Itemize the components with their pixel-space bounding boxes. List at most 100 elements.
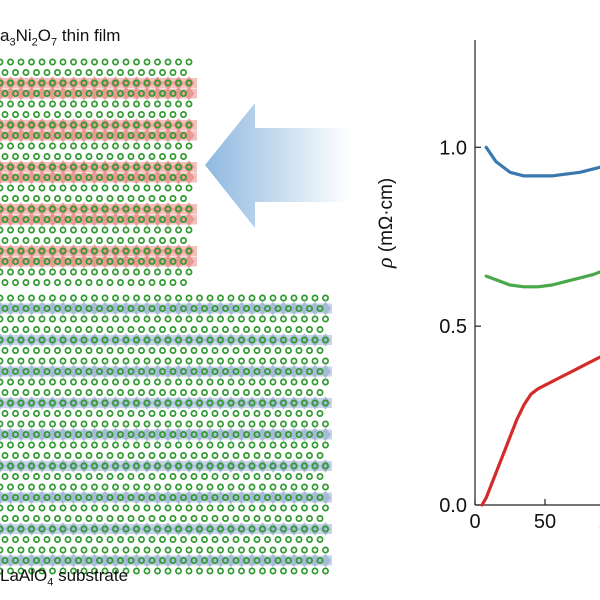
atom <box>80 462 88 470</box>
atom <box>117 69 124 76</box>
atom <box>316 410 324 417</box>
atom <box>38 462 46 470</box>
octahedron <box>204 396 216 410</box>
atom <box>106 69 114 76</box>
atom <box>169 69 177 76</box>
atom <box>54 389 61 396</box>
atom <box>117 153 124 160</box>
atom <box>196 546 203 554</box>
atom <box>159 69 166 76</box>
atom <box>59 142 67 150</box>
octahedron <box>46 522 59 536</box>
atom <box>190 368 198 375</box>
atom <box>70 462 77 470</box>
atom <box>38 357 46 365</box>
atom <box>75 557 82 564</box>
atom <box>175 79 182 87</box>
atom <box>112 525 119 533</box>
atom <box>75 431 82 438</box>
atom <box>143 357 151 365</box>
atom <box>285 305 292 312</box>
atom <box>169 279 177 286</box>
atom <box>59 462 67 470</box>
atom <box>85 326 93 333</box>
atom <box>28 567 35 575</box>
atom <box>28 462 35 470</box>
atom <box>127 111 135 118</box>
atom <box>143 268 151 276</box>
atom <box>112 184 119 192</box>
atom <box>180 368 187 375</box>
atom <box>64 326 72 333</box>
atom <box>280 441 287 449</box>
atom <box>64 216 72 223</box>
atom <box>70 546 77 554</box>
atom <box>138 536 145 543</box>
atom <box>253 494 261 501</box>
atom <box>227 441 235 449</box>
atom <box>101 546 109 554</box>
atom <box>0 226 4 234</box>
octahedron <box>67 333 80 347</box>
atom <box>217 420 224 428</box>
atom <box>7 247 14 255</box>
atom <box>1 410 9 417</box>
atom <box>180 473 187 480</box>
octahedron <box>120 333 132 347</box>
atom <box>238 357 245 365</box>
atom <box>227 525 235 533</box>
atom <box>117 326 124 333</box>
atom <box>59 247 67 255</box>
atom <box>311 546 319 554</box>
atom <box>133 546 140 554</box>
octahedron <box>319 396 332 410</box>
atom <box>285 473 292 480</box>
atom <box>201 431 208 438</box>
atom <box>38 58 46 66</box>
atom <box>59 420 67 428</box>
atom <box>175 184 182 192</box>
atom <box>12 431 19 438</box>
atom <box>164 247 172 255</box>
atom <box>7 184 14 192</box>
atom <box>196 483 203 491</box>
atom <box>91 315 98 323</box>
atom <box>290 294 298 302</box>
atom <box>274 494 282 501</box>
atom <box>311 315 319 323</box>
atom <box>33 195 40 202</box>
atom <box>28 483 35 491</box>
atom <box>143 226 151 234</box>
atom <box>301 441 308 449</box>
atom <box>133 184 140 192</box>
atom <box>185 247 193 255</box>
atom <box>316 515 324 522</box>
atom <box>122 58 130 66</box>
atom <box>243 326 250 333</box>
atom <box>306 473 313 480</box>
atom <box>159 452 166 459</box>
atom <box>274 368 282 375</box>
atom <box>311 504 319 512</box>
atom <box>91 79 98 87</box>
atom <box>143 315 151 323</box>
atom <box>295 494 303 501</box>
atom <box>217 336 224 344</box>
octahedron <box>4 459 17 473</box>
atom <box>64 515 72 522</box>
atom <box>22 216 30 223</box>
atom <box>7 525 14 533</box>
atom <box>175 142 182 150</box>
atom <box>290 336 298 344</box>
atom <box>17 357 25 365</box>
atom <box>12 174 19 181</box>
atom <box>43 515 51 522</box>
atom <box>248 441 256 449</box>
atom <box>28 525 35 533</box>
atom <box>169 305 177 312</box>
atom <box>133 163 140 171</box>
octahedron <box>298 459 311 473</box>
atom <box>64 305 72 312</box>
atom <box>206 462 214 470</box>
atom <box>196 315 203 323</box>
